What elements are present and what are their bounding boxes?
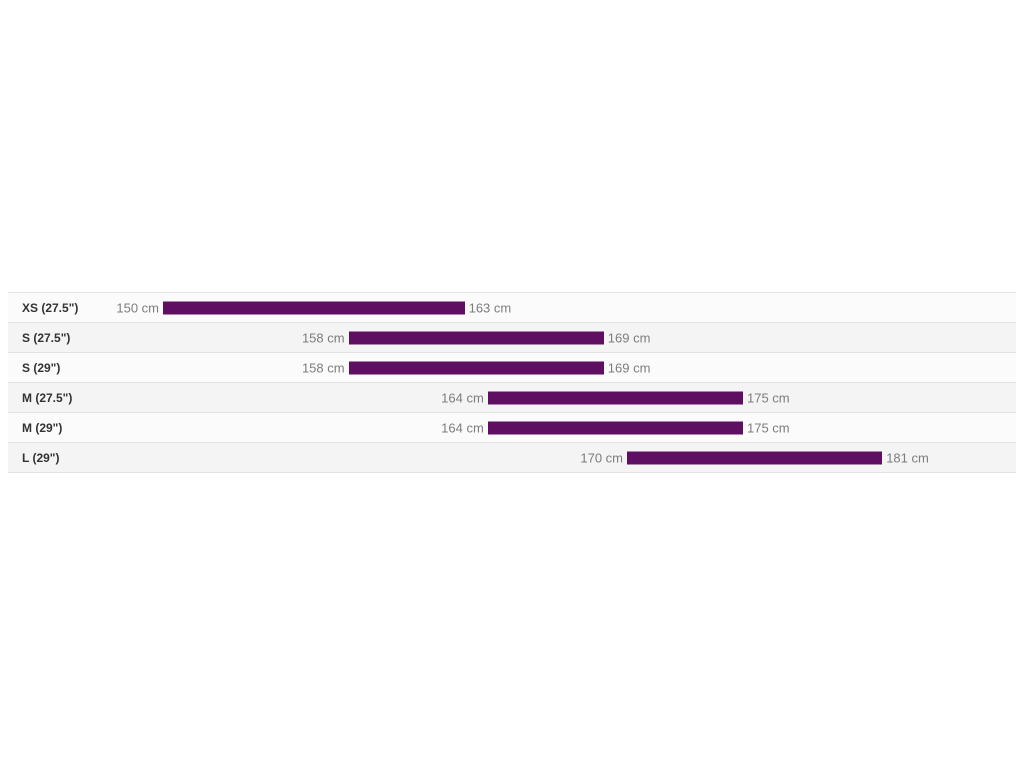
min-height-label: 164 cm — [441, 390, 484, 405]
min-height-label: 158 cm — [301, 360, 345, 375]
min-height-label: 164 cm — [441, 420, 484, 435]
size-label: M (29") — [22, 420, 63, 435]
rider-height-size-chart: XS (27.5") 150 cm 163 cm S (27.5") 158 c… — [8, 292, 1016, 473]
size-row: XS (27.5") 150 cm 163 cm — [8, 293, 1016, 323]
size-row: L (29") 170 cm 181 cm — [8, 443, 1016, 473]
size-label: M (27.5") — [22, 390, 73, 405]
height-range-bar — [163, 301, 465, 314]
size-label: XS (27.5") — [22, 300, 79, 315]
height-range-bar — [348, 361, 604, 374]
min-height-label: 170 cm — [580, 450, 623, 465]
size-label: S (29") — [22, 360, 61, 375]
size-label: S (27.5") — [22, 330, 71, 345]
max-height-label: 163 cm — [468, 300, 512, 315]
height-range-bar — [487, 391, 743, 404]
height-range-bar — [627, 451, 883, 464]
size-label: L (29") — [22, 450, 60, 465]
max-height-label: 175 cm — [747, 420, 790, 435]
max-height-label: 169 cm — [607, 330, 651, 345]
size-row: S (29") 158 cm 169 cm — [8, 353, 1016, 383]
size-row: S (27.5") 158 cm 169 cm — [8, 323, 1016, 353]
min-height-label: 158 cm — [301, 330, 345, 345]
height-range-bar — [348, 331, 604, 344]
min-height-label: 150 cm — [116, 300, 159, 315]
max-height-label: 181 cm — [886, 450, 929, 465]
max-height-label: 175 cm — [747, 390, 790, 405]
size-row: M (29") 164 cm 175 cm — [8, 413, 1016, 443]
height-range-bar — [487, 421, 743, 434]
size-row: M (27.5") 164 cm 175 cm — [8, 383, 1016, 413]
max-height-label: 169 cm — [607, 360, 651, 375]
